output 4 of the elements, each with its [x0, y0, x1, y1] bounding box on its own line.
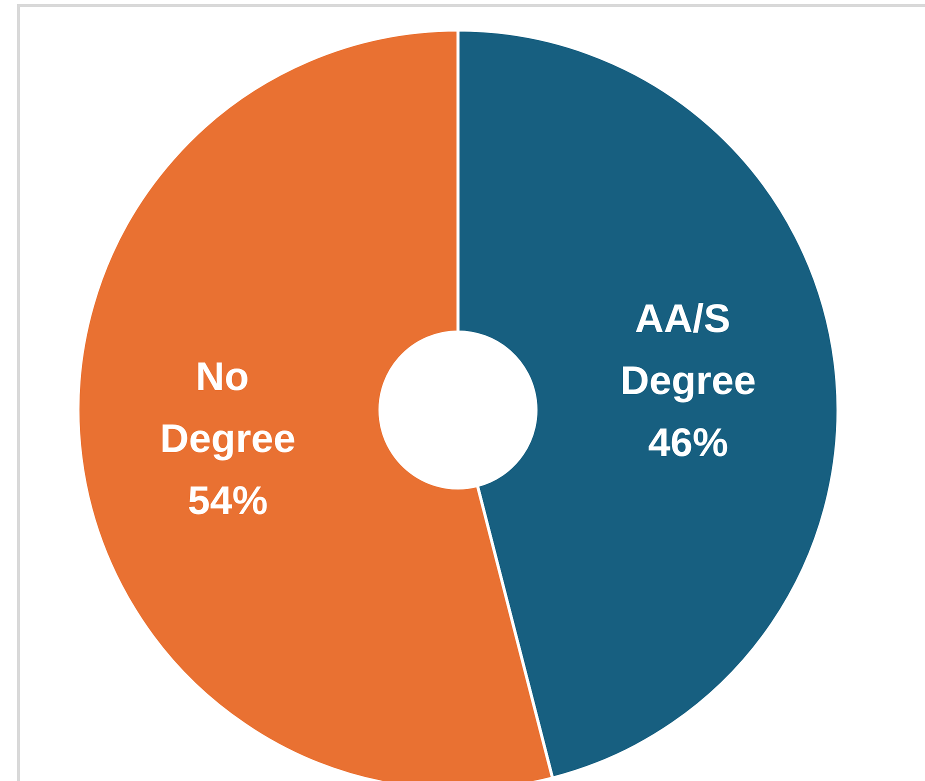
- data-label: 54%: [188, 479, 268, 524]
- data-label: 46%: [648, 420, 728, 465]
- slice-label: AA/S Degree: [620, 296, 756, 403]
- slice-label: No Degree: [160, 355, 296, 462]
